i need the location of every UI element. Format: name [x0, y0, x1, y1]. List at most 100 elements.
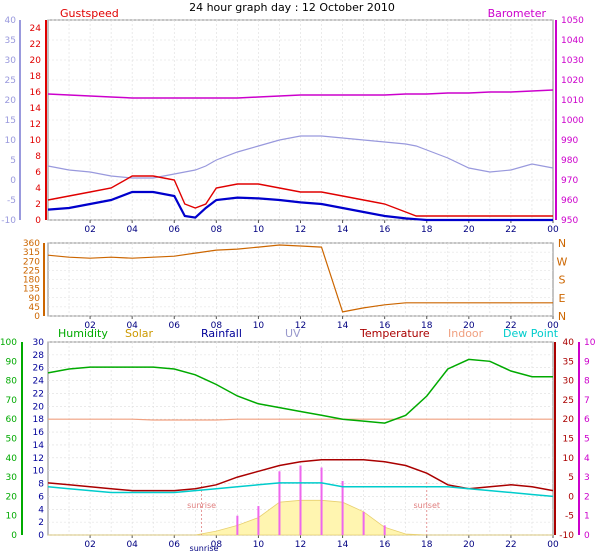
x-tick-label: 16	[379, 540, 391, 550]
y-tick-label-humidity: 40	[6, 454, 18, 464]
x-tick-label: 10	[253, 225, 265, 235]
x-tick-label: 04	[126, 540, 138, 550]
x-tick-label: 10	[253, 540, 265, 550]
x-tick-label: 18	[421, 540, 433, 550]
y-tick-label-uv: 1	[584, 512, 590, 522]
y-tick-label-wdir: 270	[23, 257, 40, 267]
series-humidity-line	[47, 358, 553, 424]
y-tick-label-temp: 35	[5, 36, 16, 46]
y-tick-label-wdir: 135	[23, 285, 40, 295]
x-tick-label: 18	[421, 321, 433, 331]
y-tick-label-humidity: 50	[6, 435, 18, 445]
x-tick-label: 12	[295, 321, 306, 331]
x-tick-label: 14	[337, 225, 349, 235]
x-tick-label: 02	[84, 540, 95, 550]
y-tick-label-wdir: 0	[34, 312, 40, 322]
x-tick-label: 04	[126, 225, 138, 235]
x-tick-label: 14	[337, 540, 349, 550]
y-tick-label-wdir: 45	[29, 303, 40, 313]
x-tick-label: 20	[463, 321, 475, 331]
y-tick-label-rainfall: 0	[38, 531, 44, 541]
x-tick-label: 22	[505, 225, 516, 235]
y-tick-label-temp: 25	[5, 76, 16, 86]
y-tick-label-humidity: 10	[6, 512, 18, 522]
series-temperature-line	[47, 135, 554, 179]
y-tick-label-humidity: 90	[6, 357, 18, 367]
legend-gustspeed: Gustspeed	[60, 7, 119, 20]
x-tick-label: 16	[379, 321, 391, 331]
x-tick-label: 02	[84, 225, 95, 235]
x-tick-label: 20	[463, 225, 475, 235]
y-tick-label-gust: 18	[30, 72, 42, 82]
x-tick-label: 18	[421, 225, 433, 235]
y-tick-label-gust: 14	[30, 104, 42, 114]
y-tick-label-baro: 1030	[561, 56, 584, 66]
y-tick-label-uv: 3	[584, 473, 590, 483]
y-tick-label-temp: 15	[5, 116, 16, 126]
x-tick-label: 00	[547, 321, 559, 331]
y-tick-label-uv: 10	[584, 338, 596, 348]
y-tick-label-rainfall: 20	[33, 402, 45, 412]
legend-humidity: Humidity	[58, 327, 108, 340]
x-tick-label: 08	[211, 321, 223, 331]
legend-temperature: Temperature	[359, 327, 430, 340]
x-tick-label: 06	[169, 225, 181, 235]
y-tick-label-baro: 950	[561, 216, 578, 226]
y-tick-label-temperature: 10	[563, 454, 575, 464]
y-tick-label-gust: 4	[35, 184, 41, 194]
y-tick-label-rainfall: 6	[38, 492, 44, 502]
y-tick-label-rainfall: 18	[33, 415, 45, 425]
y-tick-label-baro: 1020	[561, 76, 584, 86]
y-tick-label-humidity: 30	[6, 473, 18, 483]
y-tick-label-compass: E	[559, 292, 566, 305]
y-tick-label-temperature: -5	[565, 512, 574, 522]
y-tick-label-rainfall: 2	[38, 518, 44, 528]
series-indoor-line	[48, 418, 553, 421]
graph-title: 24 hour graph day : 12 October 2010	[189, 1, 395, 14]
y-tick-label-rainfall: 30	[33, 338, 45, 348]
y-tick-label-compass: N	[558, 310, 566, 323]
x-tick-label: 12	[295, 225, 306, 235]
y-tick-label-compass: N	[558, 237, 566, 250]
y-tick-label-rainfall: 4	[38, 505, 44, 515]
x-tick-label: 20	[463, 540, 475, 550]
y-tick-label-temperature: -10	[559, 531, 574, 541]
y-tick-label-temp: 30	[5, 56, 17, 66]
y-tick-label-temp: -5	[7, 196, 16, 206]
y-tick-label-temp: 40	[5, 16, 17, 26]
y-tick-label-uv: 2	[584, 492, 590, 502]
y-tick-label-rainfall: 8	[38, 480, 44, 490]
y-tick-label-uv: 6	[584, 415, 590, 425]
y-tick-label-temperature: 20	[563, 415, 575, 425]
y-tick-label-gust: 16	[30, 88, 42, 98]
sunset-label: sunset	[413, 501, 440, 510]
y-tick-label-baro: 1050	[561, 16, 584, 26]
y-tick-label-gust: 0	[35, 216, 41, 226]
y-tick-label-gust: 20	[30, 56, 42, 66]
y-tick-label-wdir: 225	[23, 266, 40, 276]
y-tick-label-rainfall: 12	[33, 454, 44, 464]
y-tick-label-gust: 8	[35, 152, 41, 162]
y-tick-label-uv: 8	[584, 377, 590, 387]
y-tick-label-temp: 10	[5, 136, 17, 146]
y-tick-label-compass: S	[559, 274, 566, 287]
x-tick-label: 02	[84, 321, 95, 331]
series-barometer-line	[47, 89, 554, 99]
y-tick-label-rainfall: 28	[33, 351, 45, 361]
x-tick-label: 14	[337, 321, 349, 331]
y-tick-label-temp: 5	[10, 156, 16, 166]
x-tick-label: 00	[547, 540, 559, 550]
y-tick-label-baro: 980	[561, 156, 578, 166]
legend-uv: UV	[285, 327, 301, 340]
y-tick-label-wdir: 180	[23, 276, 40, 286]
series-wind-line	[47, 190, 553, 222]
y-tick-label-humidity: 70	[6, 396, 18, 406]
y-tick-label-temperature: 5	[568, 473, 574, 483]
x-tick-label: 10	[253, 321, 265, 331]
y-tick-label-humidity: 60	[6, 415, 18, 425]
y-tick-label-gust: 24	[30, 24, 42, 34]
y-tick-label-rainfall: 16	[33, 428, 45, 438]
y-tick-label-gust: 10	[30, 136, 42, 146]
